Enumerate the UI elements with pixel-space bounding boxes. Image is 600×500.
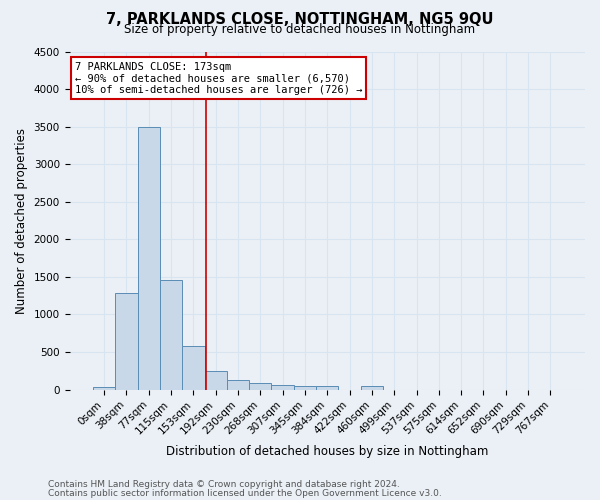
X-axis label: Distribution of detached houses by size in Nottingham: Distribution of detached houses by size … (166, 444, 488, 458)
Bar (160, 280, 182, 390)
Bar (294, 386, 316, 390)
Bar (227, 380, 249, 390)
Text: 7, PARKLANDS CLOSE, NOTTINGHAM, NG5 9QU: 7, PARKLANDS CLOSE, NOTTINGHAM, NG5 9QU (106, 12, 494, 26)
Y-axis label: Number of detached properties: Number of detached properties (15, 128, 28, 314)
Bar (137, 126, 160, 390)
Bar (93, 386, 115, 390)
Bar (249, 383, 271, 390)
Text: Size of property relative to detached houses in Nottingham: Size of property relative to detached ho… (124, 22, 476, 36)
Bar (115, 294, 137, 390)
Text: Contains public sector information licensed under the Open Government Licence v3: Contains public sector information licen… (48, 488, 442, 498)
Bar (205, 371, 227, 390)
Bar (361, 386, 383, 390)
Text: 7 PARKLANDS CLOSE: 173sqm
← 90% of detached houses are smaller (6,570)
10% of se: 7 PARKLANDS CLOSE: 173sqm ← 90% of detac… (74, 62, 362, 95)
Bar (182, 346, 205, 390)
Bar (271, 386, 294, 390)
Text: Contains HM Land Registry data © Crown copyright and database right 2024.: Contains HM Land Registry data © Crown c… (48, 480, 400, 489)
Bar (316, 386, 338, 390)
